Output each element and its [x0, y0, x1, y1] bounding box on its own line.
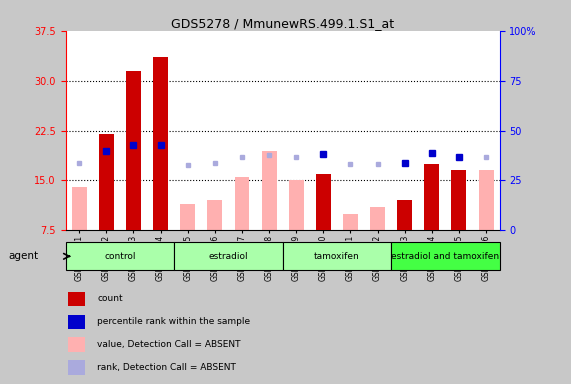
- FancyBboxPatch shape: [68, 292, 85, 306]
- Text: count: count: [97, 295, 123, 303]
- Bar: [289, 180, 304, 230]
- FancyBboxPatch shape: [66, 243, 174, 270]
- Title: GDS5278 / MmunewRS.499.1.S1_at: GDS5278 / MmunewRS.499.1.S1_at: [171, 17, 394, 30]
- Text: value, Detection Call = ABSENT: value, Detection Call = ABSENT: [97, 340, 240, 349]
- Bar: [235, 177, 250, 230]
- Text: percentile rank within the sample: percentile rank within the sample: [97, 317, 250, 326]
- FancyBboxPatch shape: [174, 243, 283, 270]
- Bar: [153, 57, 168, 230]
- Bar: [424, 164, 439, 230]
- Text: agent: agent: [9, 251, 39, 261]
- FancyBboxPatch shape: [283, 243, 391, 270]
- Bar: [478, 170, 493, 230]
- Bar: [207, 200, 222, 230]
- Bar: [262, 151, 276, 230]
- FancyBboxPatch shape: [68, 360, 85, 375]
- Bar: [126, 71, 141, 230]
- Bar: [180, 204, 195, 230]
- Text: control: control: [104, 252, 136, 261]
- Text: tamoxifen: tamoxifen: [314, 252, 360, 261]
- Bar: [343, 214, 358, 230]
- Bar: [452, 170, 467, 230]
- Bar: [397, 200, 412, 230]
- Text: rank, Detection Call = ABSENT: rank, Detection Call = ABSENT: [97, 363, 236, 372]
- FancyBboxPatch shape: [68, 314, 85, 329]
- FancyBboxPatch shape: [68, 337, 85, 352]
- FancyBboxPatch shape: [391, 243, 500, 270]
- Bar: [99, 134, 114, 230]
- Bar: [316, 174, 331, 230]
- Bar: [72, 187, 87, 230]
- Bar: [370, 207, 385, 230]
- Text: estradiol: estradiol: [208, 252, 248, 261]
- Text: estradiol and tamoxifen: estradiol and tamoxifen: [391, 252, 500, 261]
